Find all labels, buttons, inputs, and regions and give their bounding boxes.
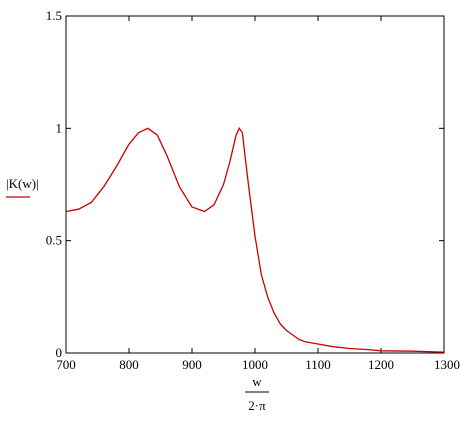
plot-frame [65,15,445,354]
y-axis-ticks: 0 0.5 1 1.5 [46,8,444,360]
y-tick-label: 0 [56,345,63,360]
y-tick-label: 0.5 [46,233,62,248]
x-tick-label: 1200 [368,357,394,372]
x-axis-ticks: 700 800 900 1000 1100 1200 1300 [56,16,460,372]
x-tick-label: 800 [119,357,139,372]
x-axis-label-numerator: w [252,374,262,389]
x-tick-label: 1300 [434,357,460,372]
series-line-k-magnitude [65,126,445,353]
x-tick-label: 700 [56,357,76,372]
x-tick-label: 1000 [242,357,268,372]
y-axis-label: |K(w)| [6,176,39,191]
x-tick-label: 900 [182,357,202,372]
y-tick-label: 1 [56,120,63,135]
x-axis-label-denominator: 2·π [248,398,266,413]
x-tick-label: 1100 [305,357,331,372]
y-tick-label: 1.5 [46,8,62,23]
